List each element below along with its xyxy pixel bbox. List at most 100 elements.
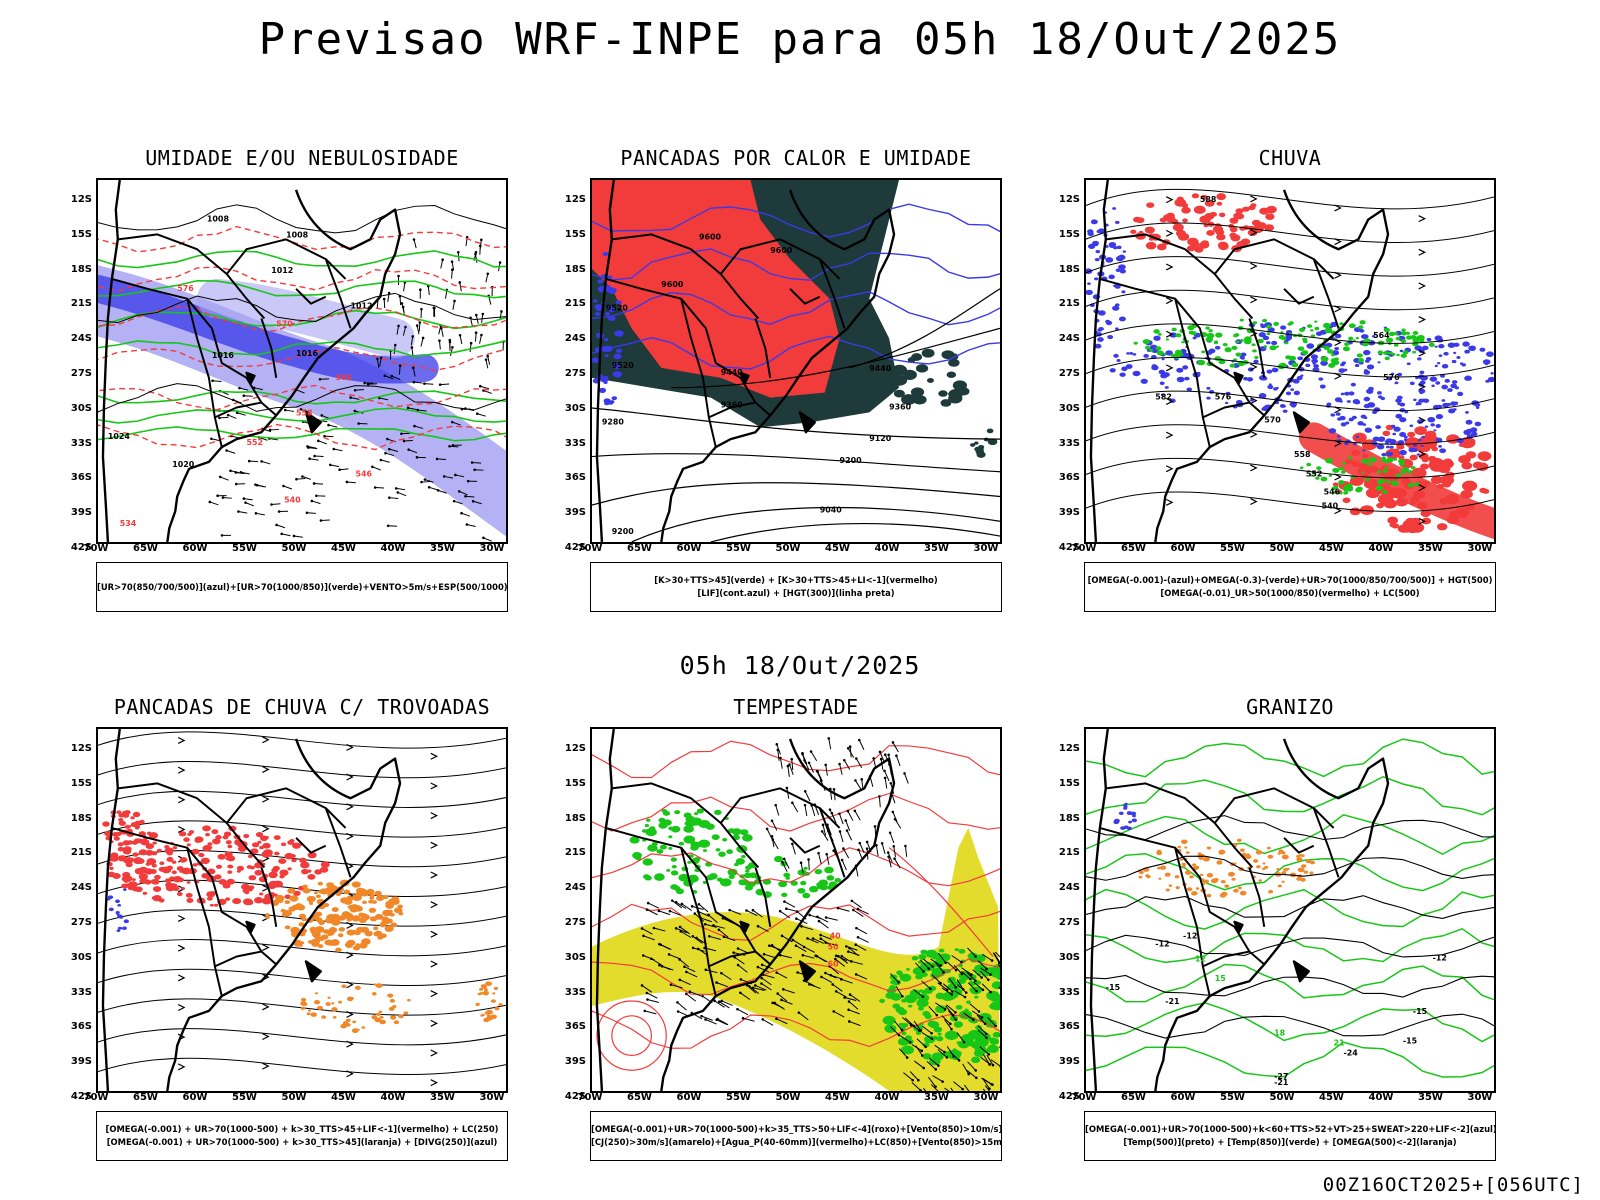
legend-line: [Temp(500)](preto) + [Temp(850)](verde) … [1123,1137,1457,1147]
forecast-time-label: 05h 18/Out/2025 [679,651,921,680]
lat-tick-label: 33S [70,986,92,998]
convection-fields [592,180,998,458]
lat-tick-label: 27S [1058,368,1080,379]
lat-tick-label: 33S [1058,437,1080,449]
lon-tick-label: 40W [874,543,900,554]
contour-label: 9520 [606,304,629,313]
lat-tick-label: 30S [1058,951,1080,963]
contour-label: 1016 [296,349,319,358]
lat-tick-label: 21S [564,847,586,859]
map-canvas: 9600 9600 9600 9520 9520 9440 9440 9360 9360 9280… [592,180,1000,542]
lon-tick-label: 40W [1368,1092,1394,1103]
lat-tick-label: 12S [1058,194,1080,205]
lat-tick-label: 18S [1058,263,1080,275]
contour-label: 576 [1215,393,1232,402]
contour-label: -27 [1274,1072,1288,1081]
lon-tick-label: 50W [775,543,801,554]
lat-tick-label: 39S [1058,1056,1080,1068]
legend-line: [OMEGA(-0.001) + UR>70(1000-500) + k>30_… [106,1137,498,1147]
map-outline [1089,180,1390,542]
map-plot[interactable]: 40 50 60 [590,727,1002,1093]
contour-label: 570 [1264,415,1281,424]
lat-tick-label: 42S [1058,1091,1080,1102]
contour-label: -12 [1433,953,1447,962]
pressure-contours [98,204,506,413]
contour-label: -12 [1155,940,1169,949]
lat-tick-label: 36S [1058,1021,1080,1033]
contour-label: 564 [336,373,353,382]
lon-tick-label: 30W [1467,1092,1493,1103]
lat-tick-label: 12S [564,743,586,754]
lat-tick-label: 24S [564,333,586,345]
lon-tick-label: 60W [182,543,208,554]
contour-label: 9360 [889,402,912,411]
legend-line: [K>30+TTS>45](verde) + [K>30+TTS>45+LI<-… [654,575,938,585]
lat-tick-label: 39S [564,1056,586,1068]
lat-tick-label: 21S [70,298,92,310]
lat-tick-label: 30S [70,951,92,963]
contour-label: 576 [1383,373,1400,382]
lat-tick-label: 12S [70,194,92,205]
contour-label: 9600 [770,246,793,255]
lon-tick-label: 35W [924,543,949,554]
lat-tick-label: 24S [1058,333,1080,345]
lat-tick-label: 21S [70,847,92,859]
contour-label: 540 [284,495,301,504]
lon-tick-label: 40W [380,543,406,554]
contour-label: -21 [1274,1078,1288,1087]
lat-tick-label: 27S [1058,917,1080,928]
lat-tick-label: 36S [70,1021,92,1033]
legend-line: [OMEGA(-0.001)+UR>70(1000-500)+k>35_TTS>… [591,1124,1002,1134]
contour-label: 540 [1322,501,1339,510]
lat-tick-label: 12S [1058,743,1080,754]
lat-tick-label: 30S [1058,402,1080,414]
panel-legend: [OMEGA(-0.001)+UR>70(1000-500)+k<60+TTS>… [1084,1111,1496,1161]
lat-tick-label: 42S [1058,542,1080,553]
map-canvas: 40 50 60 [592,729,1000,1091]
contour-label: 1012 [271,266,293,275]
lat-tick-label: 30S [564,402,586,414]
panel-title: CHUVA [1258,146,1322,170]
lon-tick-label: 50W [1269,1092,1295,1103]
map-plot[interactable]: 588 582 576 570 576 564 558 552 546 540 [1084,178,1496,544]
contour-label: 9600 [699,232,722,241]
lat-tick-label: 15S [564,228,586,240]
lat-tick-label: 27S [70,368,92,379]
thunderstorm-fields [102,810,503,1034]
map-plot[interactable]: 1008 1008 1012 1012 1016 1016 1020 1024 576 570 56… [96,178,508,544]
lat-tick-label: 36S [70,472,92,484]
lat-tick-label: 18S [70,263,92,275]
hgt-contours [592,288,1000,542]
lon-tick-label: 70W [83,543,109,554]
lat-tick-label: 18S [564,263,586,275]
map-plot[interactable]: 9600 9600 9600 9520 9520 9440 9440 9360 9360 9280… [590,178,1002,544]
map-plot[interactable] [96,727,508,1093]
legend-line: [OMEGA(-0.01)_UR>50(1000/850)(vermelho) … [1160,588,1420,598]
contour-label: 576 [177,284,194,293]
contour-label: 21 [1334,1039,1345,1048]
lat-tick-label: 36S [1058,472,1080,484]
contour-label: -15 [1403,1037,1417,1046]
contour-label: -12 [1183,932,1197,941]
lat-tick-label: 21S [1058,847,1080,859]
panel-legend: [OMEGA(-0.001)+UR>70(1000-500)+k>35_TTS>… [590,1111,1002,1161]
map-plot[interactable]: -12 -12 -12 -15 -15 -15 -21 -21 -24 -27 12 15 18 21 [1084,727,1496,1093]
lon-tick-label: 30W [973,1092,999,1103]
contour-label: 9280 [602,417,625,426]
green-contours [98,250,506,442]
rain-fields [1086,193,1494,540]
lon-tick-label: 35W [1418,1092,1443,1103]
lat-tick-label: 30S [564,951,586,963]
panel-legend: [UR>70(850/700/500)](azul)+[UR>70(1000/8… [96,562,508,612]
lon-tick-label: 35W [430,1092,455,1103]
lon-tick-label: 45W [1319,543,1344,554]
lif-contours [592,203,1000,370]
lon-tick-label: 60W [182,1092,208,1103]
lon-tick-label: 45W [825,1092,850,1103]
contour-label: 9600 [661,280,684,289]
lat-tick-label: 39S [564,507,586,519]
map-outline [101,729,402,1091]
lat-tick-label: 21S [564,298,586,310]
contour-label: 1016 [212,351,235,360]
lon-tick-label: 65W [627,543,652,554]
